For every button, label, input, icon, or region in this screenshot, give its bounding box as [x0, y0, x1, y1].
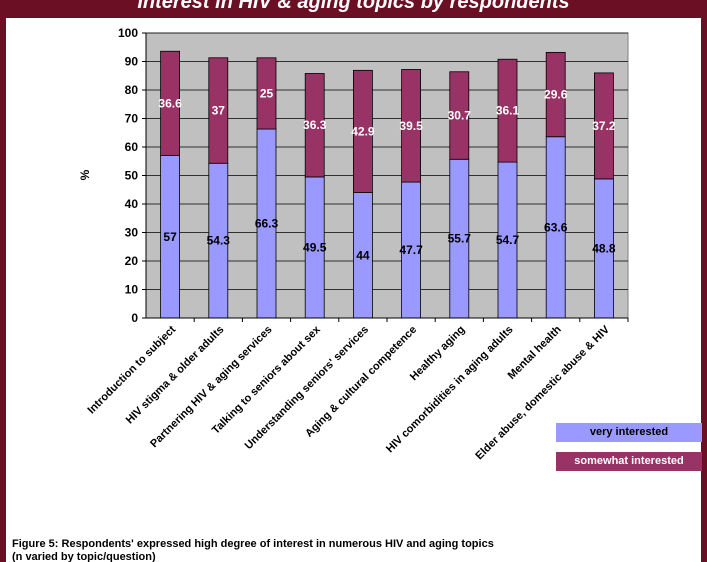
y-tick-label: 0	[131, 311, 138, 325]
bar-somewhat-interested	[160, 50, 181, 156]
legend: very interested somewhat interested	[556, 423, 702, 473]
data-label-very-interested: 63.6	[544, 220, 568, 234]
y-tick-label: 50	[125, 169, 139, 183]
bars	[160, 50, 614, 319]
legend-very-interested: very interested	[556, 423, 702, 442]
y-tick-label: 60	[125, 140, 139, 154]
bar-somewhat-interested	[401, 69, 422, 183]
y-axis-label: %	[78, 169, 92, 180]
data-label-somewhat-interested: 37.2	[592, 119, 616, 133]
y-tick-label: 90	[125, 55, 139, 69]
bar-somewhat-interested	[208, 57, 229, 164]
data-label-somewhat-interested: 36.1	[496, 104, 520, 118]
legend-somewhat-interested: somewhat interested	[556, 452, 702, 471]
top-title-band: Interest in HIV & aging topics by respon…	[0, 0, 707, 18]
data-label-very-interested: 57	[163, 230, 177, 244]
y-tick-label: 30	[125, 226, 139, 240]
data-label-somewhat-interested: 36.3	[303, 118, 327, 132]
caption-line-1: Figure 5: Respondents' expressed high de…	[12, 538, 494, 550]
bar-somewhat-interested	[352, 69, 373, 193]
y-tick-label: 20	[125, 254, 139, 268]
bar-somewhat-interested	[545, 51, 566, 138]
data-label-very-interested: 66.3	[255, 217, 279, 231]
bar-somewhat-interested	[449, 71, 470, 160]
data-label-somewhat-interested: 25	[260, 86, 274, 100]
bar-somewhat-interested	[304, 73, 325, 178]
y-tick-label: 70	[125, 112, 139, 126]
data-label-somewhat-interested: 37	[212, 104, 226, 118]
data-labels: 57 36.6 54.3 37 66.3 25 49.5 36.3 44 42.9 47.7 39.5…	[158, 86, 615, 262]
data-label-very-interested: 54.7	[496, 233, 520, 247]
stacked-bar-chart: 57 36.6 54.3 37 66.3 25 49.5 36.3 44 42.9 47.7 39.5…	[78, 26, 629, 462]
bar-somewhat-interested	[497, 58, 518, 163]
y-tick-label: 40	[125, 197, 139, 211]
data-label-very-interested: 48.8	[592, 241, 616, 255]
data-label-somewhat-interested: 29.6	[544, 88, 568, 102]
data-label-somewhat-interested: 36.6	[158, 96, 182, 110]
figure-caption: Figure 5: Respondents' expressed high de…	[12, 538, 702, 562]
y-tick-label: 80	[125, 83, 139, 97]
data-label-somewhat-interested: 39.5	[399, 119, 423, 133]
bar-somewhat-interested	[594, 72, 614, 180]
data-label-very-interested: 44	[356, 248, 370, 262]
caption-line-2: (n varied by topic/question)	[12, 551, 156, 562]
data-label-somewhat-interested: 42.9	[351, 124, 375, 138]
data-label-very-interested: 47.7	[399, 243, 423, 257]
slide-title: Interest in HIV & aging topics by respon…	[137, 0, 570, 13]
x-category-label: Introduction to subject	[85, 323, 178, 416]
data-label-very-interested: 55.7	[448, 232, 472, 246]
bar-somewhat-interested	[256, 57, 277, 130]
data-label-very-interested: 54.3	[207, 234, 231, 248]
y-tick-label: 10	[125, 283, 139, 297]
x-category-label: HIV stigma & older adults	[124, 324, 227, 427]
y-tick-label: 100	[118, 26, 138, 40]
data-label-somewhat-interested: 30.7	[448, 109, 472, 123]
data-label-very-interested: 49.5	[303, 240, 327, 254]
